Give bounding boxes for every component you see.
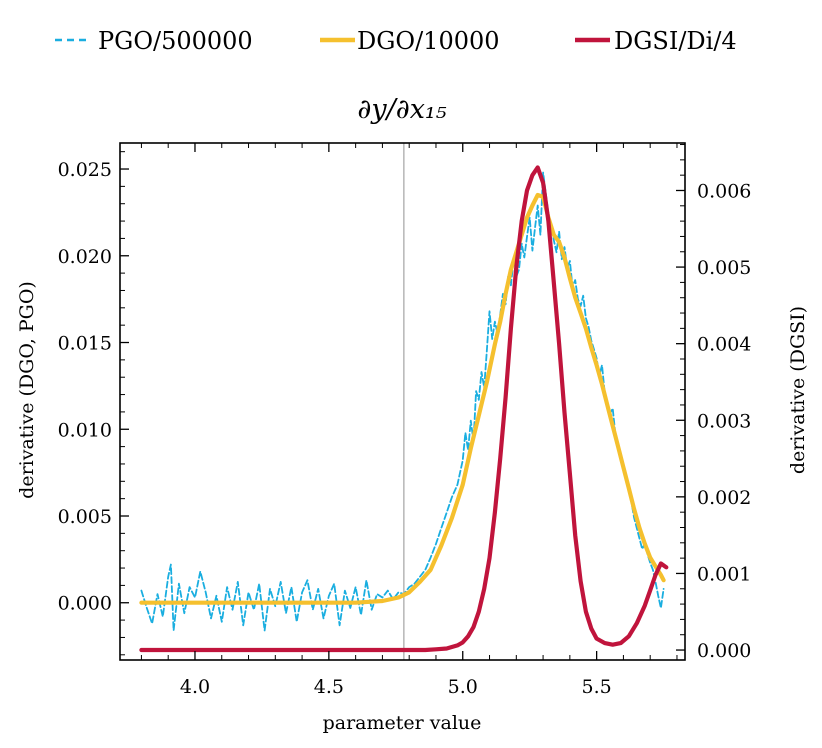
series-line-dgo: [139, 192, 666, 605]
legend-label-dgo: DGO/10000: [357, 27, 500, 55]
y-left-axis-label: derivative (DGO, PGO): [16, 281, 38, 499]
chart-title: ∂y/∂x₁₅: [357, 94, 446, 125]
plot-area: 4.0 4.5 5.0 5.5 0.000 0.005 0.010 0.015 0.020 0.0…: [58, 142, 751, 698]
y-left-tick-label: 0.020: [58, 246, 112, 268]
x-tick-label: 5.0: [448, 676, 478, 698]
y-right-tick-label: 0.005: [697, 257, 751, 279]
plot-frame: [119, 142, 686, 661]
series-line-pgo: [140, 171, 665, 632]
x-axis-label: parameter value: [323, 712, 482, 734]
y-right-tick-label: 0.001: [697, 563, 751, 585]
y-left-tick-label: 0.000: [58, 593, 112, 615]
y-right-tick-label: 0.000: [697, 640, 751, 662]
y-left-tick-label: 0.015: [58, 333, 112, 355]
y-left-tick-label: 0.010: [58, 419, 112, 441]
y-right-tick-label: 0.003: [697, 410, 751, 432]
ticks-layer: 4.0 4.5 5.0 5.5 0.000 0.005 0.010 0.015 0.020 0.0…: [58, 143, 751, 698]
x-tick-label: 4.5: [314, 676, 344, 698]
legend: PGO/500000 DGO/10000 DGSI/Di/4: [55, 27, 737, 55]
legend-item-dgo: DGO/10000: [320, 27, 500, 55]
legend-label-dgsi: DGSI/Di/4: [614, 27, 737, 55]
y-right-tick-label: 0.002: [697, 487, 751, 509]
x-tick-label: 4.0: [180, 676, 210, 698]
legend-label-pgo: PGO/500000: [98, 27, 253, 55]
series-layer: [139, 165, 669, 653]
x-tick-label: 5.5: [582, 676, 612, 698]
y-right-tick-label: 0.004: [697, 334, 751, 356]
y-left-tick-label: 0.005: [58, 506, 112, 528]
y-right-axis-label: derivative (DGSI): [787, 306, 809, 474]
y-left-tick-label: 0.025: [58, 159, 112, 181]
series-line-dgsi: [139, 165, 669, 653]
legend-item-dgsi: DGSI/Di/4: [575, 27, 737, 55]
y-right-tick-label: 0.006: [697, 180, 751, 202]
legend-item-pgo: PGO/500000: [55, 27, 253, 55]
